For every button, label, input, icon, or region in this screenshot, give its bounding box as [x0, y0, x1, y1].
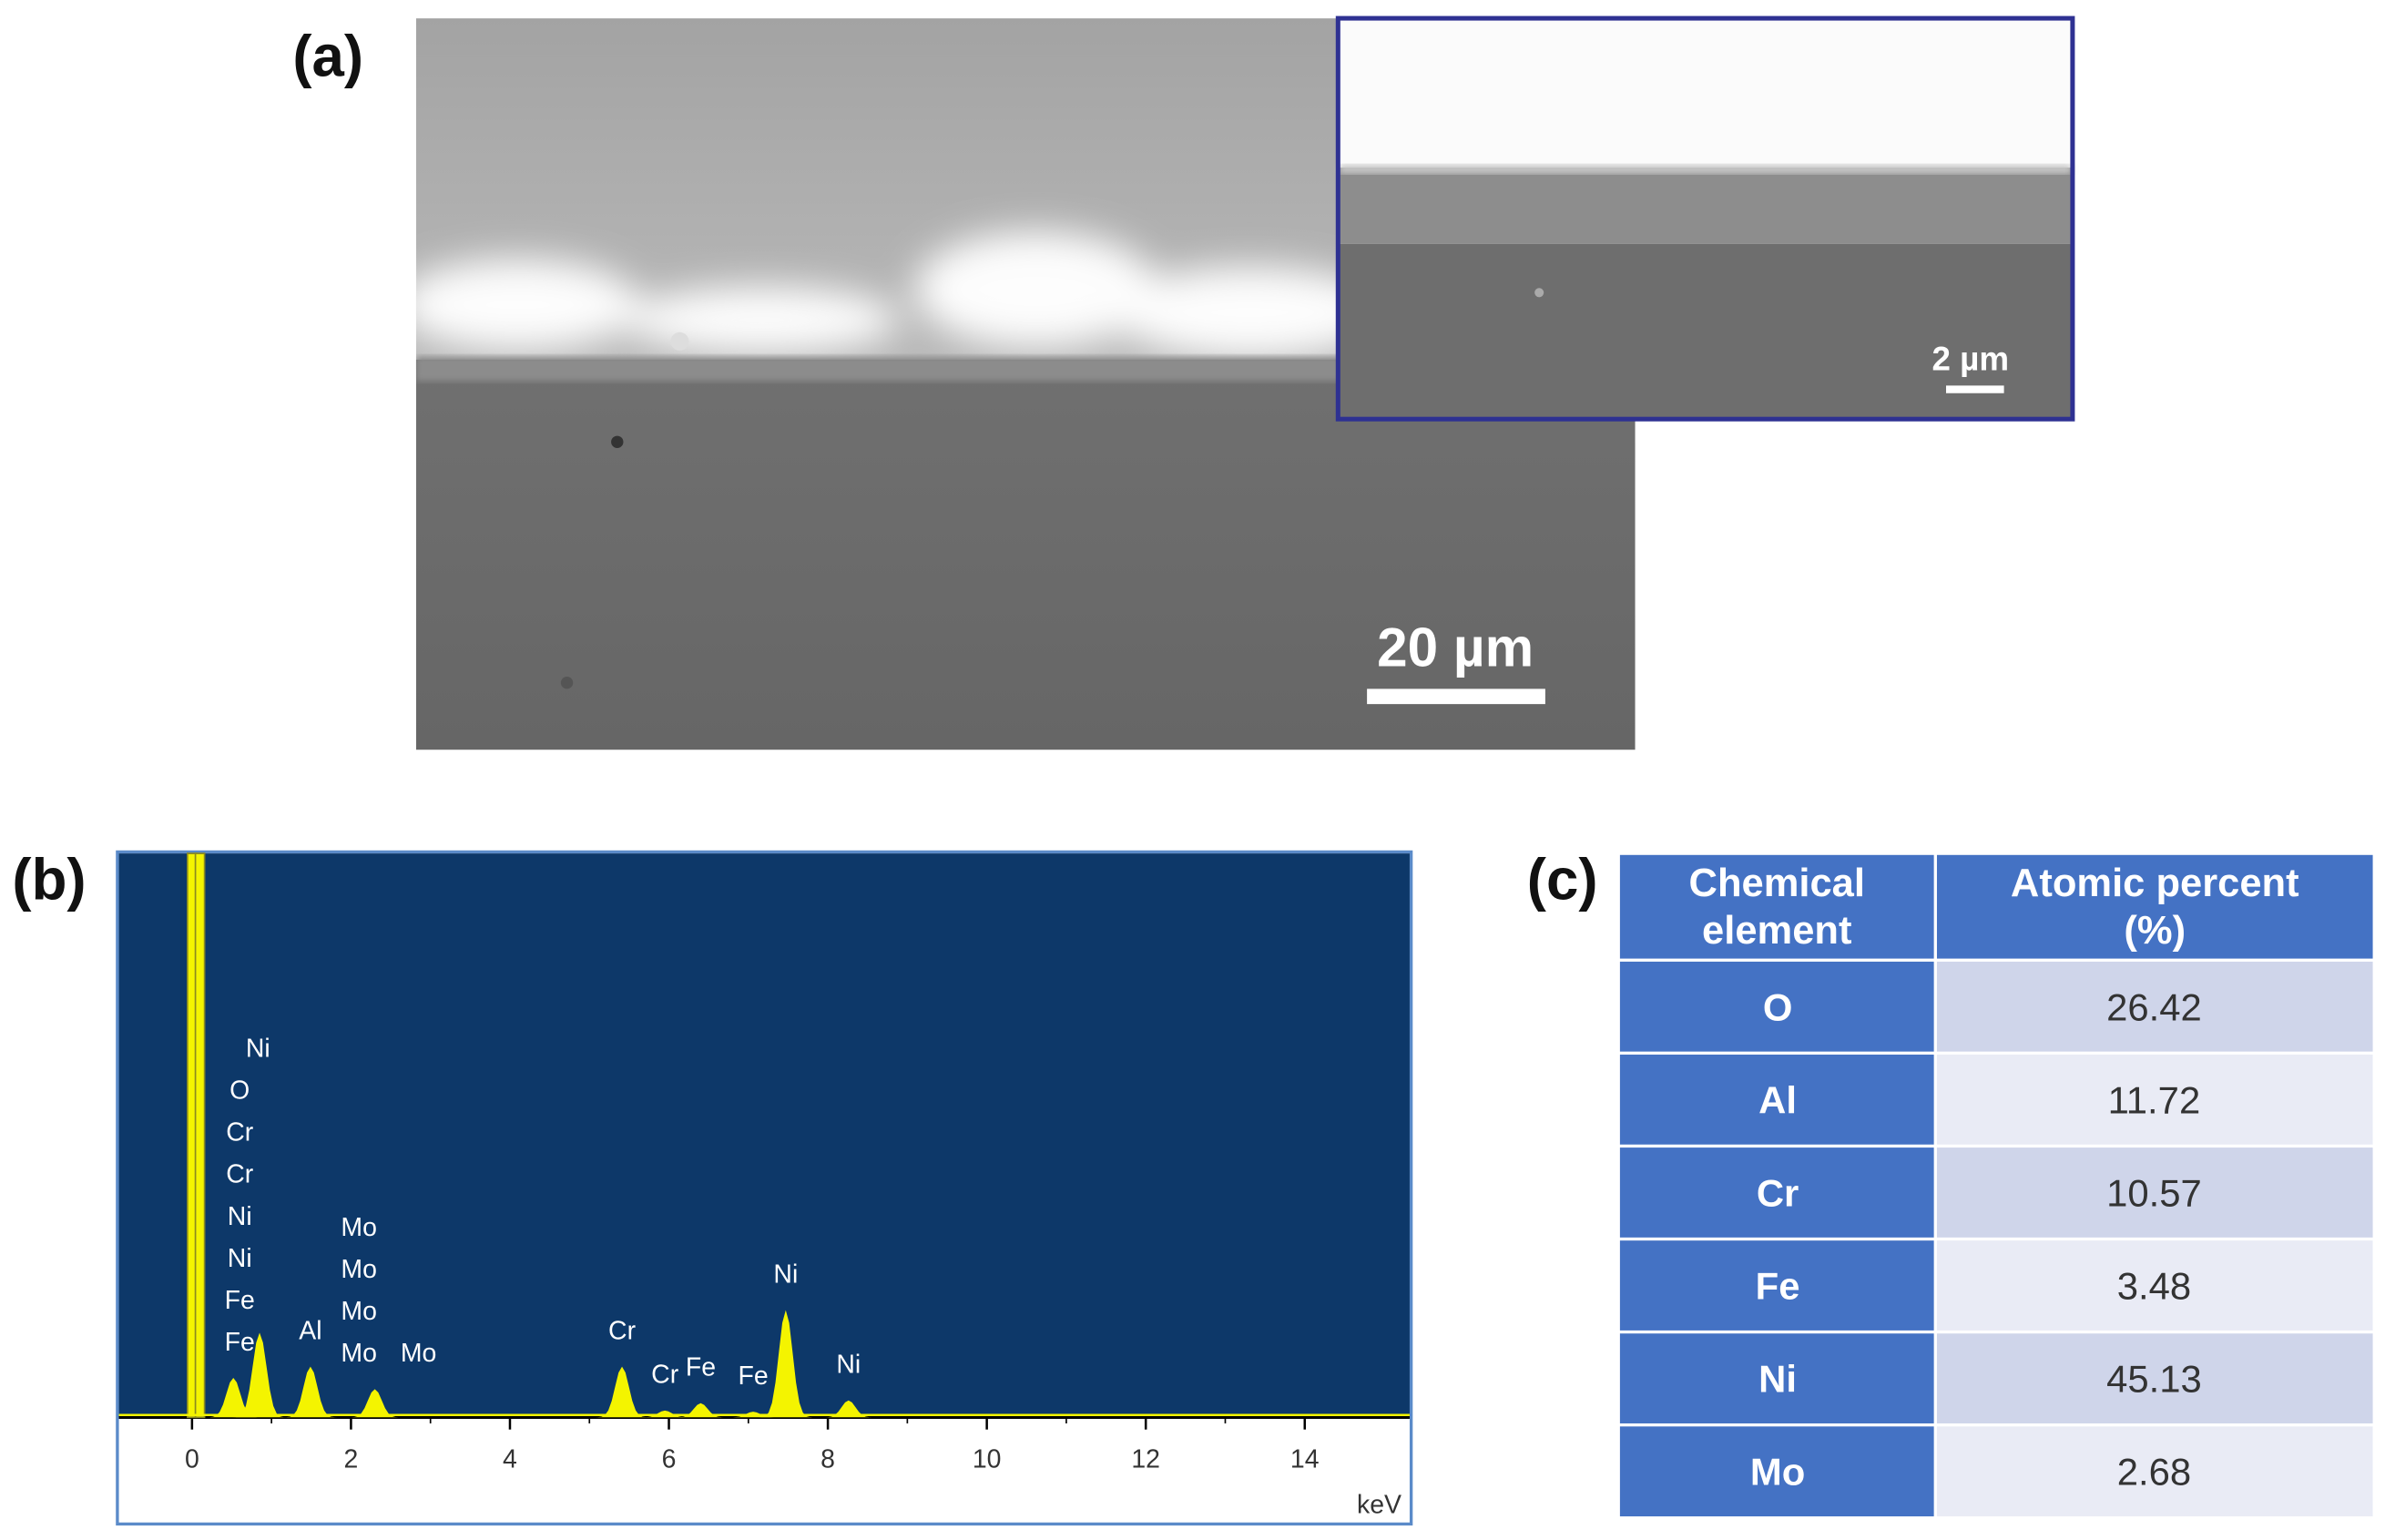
- table-header-cell: [1936, 854, 2373, 959]
- peak-label: Mo: [401, 1339, 437, 1368]
- scale-bar: [1946, 385, 2004, 393]
- peak-label: Cr: [226, 1118, 253, 1147]
- table-cell: [1619, 1426, 1934, 1517]
- x-tick-label: 2: [344, 1445, 359, 1474]
- table-cell: [1936, 1055, 2373, 1145]
- table-cell: [1936, 1426, 2373, 1517]
- peak-label: Mo: [341, 1213, 377, 1242]
- scale-bar-label: 20 µm: [1377, 616, 1534, 678]
- atomic-percent: 2.68: [2117, 1451, 2191, 1494]
- table-header-text: Atomic percent: [2011, 862, 2299, 905]
- atomic-percent: 3.48: [2117, 1265, 2191, 1308]
- element-name: Al: [1758, 1078, 1797, 1121]
- spectrum-peak: [276, 1366, 345, 1418]
- atomic-percent: 26.42: [2106, 985, 2202, 1028]
- table-cell: [1619, 1055, 1934, 1145]
- spectrum-peak: [194, 852, 206, 1419]
- x-tick-label: 6: [662, 1445, 677, 1474]
- peak-label: Cr: [226, 1160, 253, 1189]
- table-cell: [1936, 1333, 2373, 1423]
- spectrum-peak: [751, 1310, 820, 1418]
- spectrum-peak: [814, 1400, 883, 1418]
- spectrum-peak: [587, 1366, 657, 1418]
- scale-bar-label: 2 µm: [1931, 341, 2009, 378]
- table-header-text: Chemical: [1689, 862, 1865, 905]
- spectrum-peak: [225, 1332, 294, 1418]
- table-header-text: element: [1702, 909, 1851, 953]
- inset-image: 2 µm: [1335, 15, 2075, 422]
- peak-label: Ni: [228, 1244, 252, 1273]
- peak-label: Fe: [686, 1353, 716, 1382]
- element-name: Mo: [1750, 1451, 1805, 1494]
- spectrum-peak: [666, 1402, 736, 1418]
- peak-label: Ni: [836, 1351, 861, 1380]
- element-name: Fe: [1756, 1265, 1800, 1308]
- peak-label: O: [229, 1076, 250, 1106]
- atomic-percent: 10.57: [2106, 1172, 2202, 1215]
- x-tick-label: 10: [973, 1445, 1002, 1474]
- element-name: Cr: [1757, 1172, 1799, 1215]
- element-name: Ni: [1758, 1358, 1797, 1401]
- table-cell: [1936, 1240, 2373, 1331]
- table-header-text: (%): [2124, 909, 2186, 953]
- peak-label: Mo: [341, 1255, 377, 1284]
- table-cell: [1619, 961, 1934, 1052]
- table-cell: [1936, 961, 2373, 1052]
- atomic-percent: 11.72: [2108, 1078, 2201, 1121]
- x-tick-label: 14: [1290, 1445, 1320, 1474]
- element-name: O: [1763, 985, 1793, 1028]
- peak-label: Ni: [246, 1035, 270, 1064]
- peak-label: Ni: [773, 1260, 798, 1290]
- peak-label: Cr: [608, 1316, 636, 1345]
- panel-label: (c): [1527, 847, 1598, 912]
- x-tick-label: 0: [185, 1445, 199, 1474]
- table-cell: [1936, 1147, 2373, 1238]
- x-tick-label: 4: [503, 1445, 517, 1474]
- spectrum-plot: [118, 853, 1410, 1418]
- peak-label: Al: [299, 1316, 321, 1345]
- peak-label: Ni: [228, 1202, 252, 1231]
- x-tick-label: 8: [820, 1445, 835, 1474]
- peak-label: Fe: [225, 1286, 255, 1315]
- panel-label: (a): [292, 25, 363, 89]
- table-header-cell: [1619, 854, 1934, 959]
- table-cell: [1619, 1240, 1934, 1331]
- atomic-percent: 45.13: [2106, 1358, 2202, 1401]
- peak-label: Mo: [341, 1339, 377, 1368]
- spectrum-peak: [199, 1377, 268, 1418]
- spectrum-peak: [340, 1389, 410, 1418]
- x-tick-label: 12: [1131, 1445, 1160, 1474]
- peak-label: Mo: [341, 1297, 377, 1326]
- table-cell: [1619, 1333, 1934, 1423]
- x-axis-unit: keV: [1357, 1491, 1401, 1520]
- spectrum: 0 2 4 6 8 10 12 14 keV Ni O Cr Cr Ni Ni Fe Fe Al Mo Mo Mo Mo M…: [118, 852, 1410, 1520]
- scale-bar: [1367, 688, 1545, 705]
- table-cell: [1619, 1147, 1934, 1238]
- panel-label: (b): [12, 847, 86, 912]
- peak-label: Fe: [225, 1328, 255, 1357]
- peak-label: Fe: [738, 1362, 768, 1391]
- peak-label: Cr: [651, 1361, 678, 1390]
